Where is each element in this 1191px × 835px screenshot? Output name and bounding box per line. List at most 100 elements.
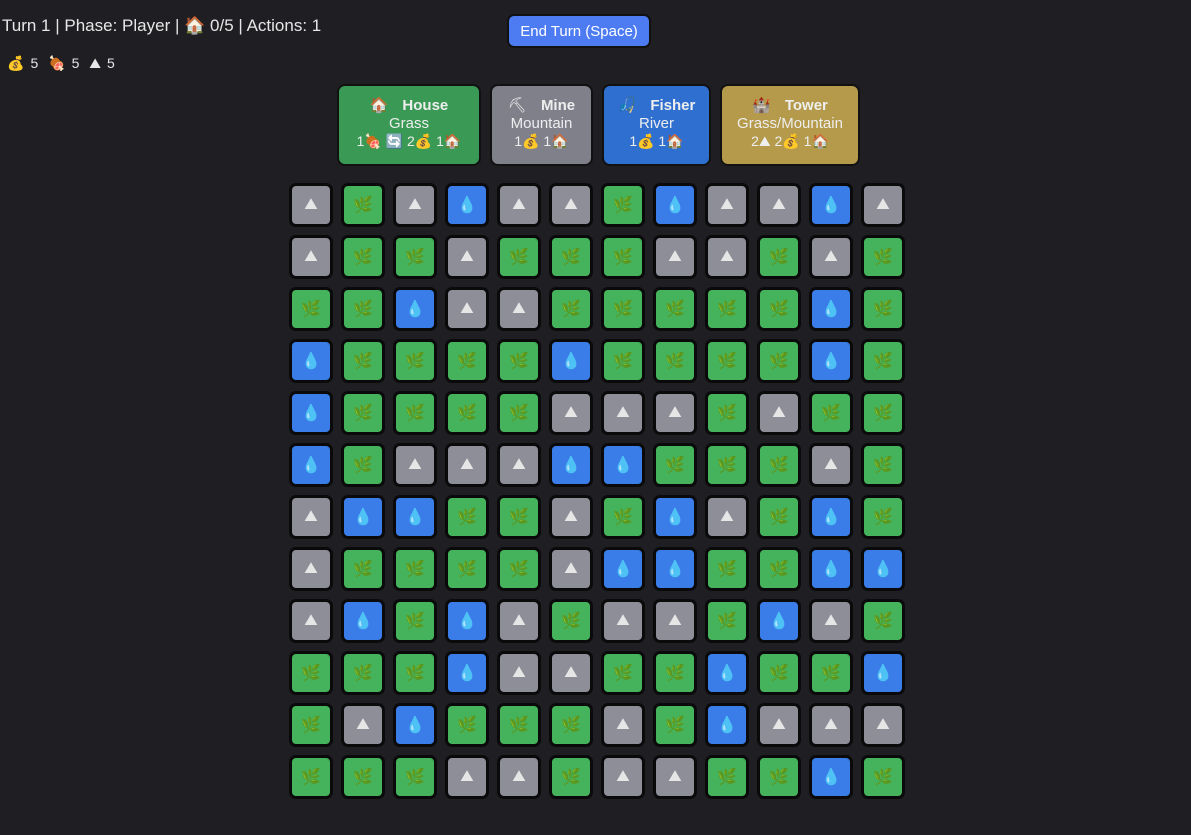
tile-grass[interactable]: 🌿	[497, 391, 541, 435]
tile-river[interactable]: 💧	[601, 547, 645, 591]
tile-river[interactable]: 💧	[809, 495, 853, 539]
tile-grass[interactable]: 🌿	[445, 547, 489, 591]
tile-grass[interactable]: 🌿	[341, 183, 385, 227]
tile-grass[interactable]: 🌿	[757, 235, 801, 279]
tile-grass[interactable]: 🌿	[445, 391, 489, 435]
tile-grass[interactable]: 🌿	[289, 755, 333, 799]
end-turn-button[interactable]: End Turn (Space)	[507, 14, 651, 48]
tile-mountain[interactable]: ⛰	[809, 235, 853, 279]
tile-grass[interactable]: 🌿	[497, 547, 541, 591]
tile-river[interactable]: 💧	[445, 651, 489, 695]
tile-mountain[interactable]: ⛰	[809, 443, 853, 487]
tile-river[interactable]: 💧	[653, 183, 697, 227]
tile-river[interactable]: 💧	[653, 547, 697, 591]
tile-river[interactable]: 💧	[809, 339, 853, 383]
tile-grass[interactable]: 🌿	[445, 339, 489, 383]
tile-mountain[interactable]: ⛰	[497, 443, 541, 487]
tile-grass[interactable]: 🌿	[705, 547, 749, 591]
tile-mountain[interactable]: ⛰	[497, 755, 541, 799]
tile-grass[interactable]: 🌿	[705, 339, 749, 383]
tile-grass[interactable]: 🌿	[393, 599, 437, 643]
tile-mountain[interactable]: ⛰	[289, 547, 333, 591]
tile-grass[interactable]: 🌿	[601, 651, 645, 695]
tile-mountain[interactable]: ⛰	[601, 755, 645, 799]
tile-river[interactable]: 💧	[705, 651, 749, 695]
tile-grass[interactable]: 🌿	[705, 443, 749, 487]
tile-grass[interactable]: 🌿	[341, 651, 385, 695]
tile-grass[interactable]: 🌿	[757, 443, 801, 487]
tile-grass[interactable]: 🌿	[393, 547, 437, 591]
tile-grass[interactable]: 🌿	[653, 339, 697, 383]
tile-mountain[interactable]: ⛰	[705, 235, 749, 279]
tile-grass[interactable]: 🌿	[497, 495, 541, 539]
tile-river[interactable]: 💧	[809, 183, 853, 227]
tile-grass[interactable]: 🌿	[393, 651, 437, 695]
tile-grass[interactable]: 🌿	[341, 547, 385, 591]
tile-river[interactable]: 💧	[549, 339, 593, 383]
tile-river[interactable]: 💧	[445, 599, 489, 643]
tile-grass[interactable]: 🌿	[601, 235, 645, 279]
tile-mountain[interactable]: ⛰	[861, 183, 905, 227]
tile-mountain[interactable]: ⛰	[289, 599, 333, 643]
tile-mountain[interactable]: ⛰	[809, 703, 853, 747]
tile-grass[interactable]: 🌿	[445, 495, 489, 539]
tile-grass[interactable]: 🌿	[861, 495, 905, 539]
tile-mountain[interactable]: ⛰	[705, 183, 749, 227]
tile-mountain[interactable]: ⛰	[549, 391, 593, 435]
tile-grass[interactable]: 🌿	[861, 287, 905, 331]
tile-grass[interactable]: 🌿	[549, 599, 593, 643]
tile-mountain[interactable]: ⛰	[757, 703, 801, 747]
tile-grass[interactable]: 🌿	[341, 755, 385, 799]
tile-mountain[interactable]: ⛰	[289, 183, 333, 227]
tile-river[interactable]: 💧	[757, 599, 801, 643]
tile-grass[interactable]: 🌿	[497, 703, 541, 747]
tile-grass[interactable]: 🌿	[757, 651, 801, 695]
tile-grass[interactable]: 🌿	[861, 755, 905, 799]
tile-grass[interactable]: 🌿	[341, 235, 385, 279]
building-card-fisher[interactable]: 🎣 Fisher River 1💰 1🏠	[602, 84, 711, 166]
tile-grass[interactable]: 🌿	[341, 339, 385, 383]
tile-grass[interactable]: 🌿	[549, 755, 593, 799]
tile-grass[interactable]: 🌿	[393, 755, 437, 799]
tile-grass[interactable]: 🌿	[653, 703, 697, 747]
tile-river[interactable]: 💧	[861, 547, 905, 591]
tile-mountain[interactable]: ⛰	[601, 703, 645, 747]
tile-grass[interactable]: 🌿	[705, 599, 749, 643]
tile-mountain[interactable]: ⛰	[653, 391, 697, 435]
tile-grass[interactable]: 🌿	[549, 287, 593, 331]
tile-mountain[interactable]: ⛰	[497, 651, 541, 695]
building-card-tower[interactable]: 🏰 Tower Grass/Mountain 2⛰ 2💰 1🏠	[720, 84, 860, 166]
tile-mountain[interactable]: ⛰	[445, 443, 489, 487]
tile-grass[interactable]: 🌿	[861, 391, 905, 435]
tile-grass[interactable]: 🌿	[393, 339, 437, 383]
tile-mountain[interactable]: ⛰	[497, 599, 541, 643]
tile-grass[interactable]: 🌿	[705, 755, 749, 799]
tile-river[interactable]: 💧	[289, 443, 333, 487]
tile-river[interactable]: 💧	[705, 703, 749, 747]
tile-mountain[interactable]: ⛰	[497, 183, 541, 227]
tile-mountain[interactable]: ⛰	[393, 443, 437, 487]
tile-grass[interactable]: 🌿	[393, 235, 437, 279]
tile-grass[interactable]: 🌿	[705, 287, 749, 331]
building-card-mine[interactable]: ⛏ Mine Mountain 1💰 1🏠	[490, 84, 593, 166]
tile-grass[interactable]: 🌿	[289, 703, 333, 747]
tile-grass[interactable]: 🌿	[289, 287, 333, 331]
tile-grass[interactable]: 🌿	[445, 703, 489, 747]
tile-grass[interactable]: 🌿	[861, 443, 905, 487]
tile-river[interactable]: 💧	[393, 495, 437, 539]
tile-grass[interactable]: 🌿	[601, 495, 645, 539]
tile-grass[interactable]: 🌿	[601, 339, 645, 383]
tile-grass[interactable]: 🌿	[549, 703, 593, 747]
tile-mountain[interactable]: ⛰	[809, 599, 853, 643]
tile-mountain[interactable]: ⛰	[549, 547, 593, 591]
tile-grass[interactable]: 🌿	[341, 287, 385, 331]
tile-grass[interactable]: 🌿	[601, 183, 645, 227]
tile-mountain[interactable]: ⛰	[705, 495, 749, 539]
tile-grass[interactable]: 🌿	[757, 495, 801, 539]
tile-grass[interactable]: 🌿	[653, 651, 697, 695]
building-card-house[interactable]: 🏠 House Grass 1🍖 🔄 2💰 1🏠	[337, 84, 481, 166]
tile-grass[interactable]: 🌿	[289, 651, 333, 695]
tile-mountain[interactable]: ⛰	[653, 235, 697, 279]
tile-river[interactable]: 💧	[445, 183, 489, 227]
tile-grass[interactable]: 🌿	[653, 443, 697, 487]
